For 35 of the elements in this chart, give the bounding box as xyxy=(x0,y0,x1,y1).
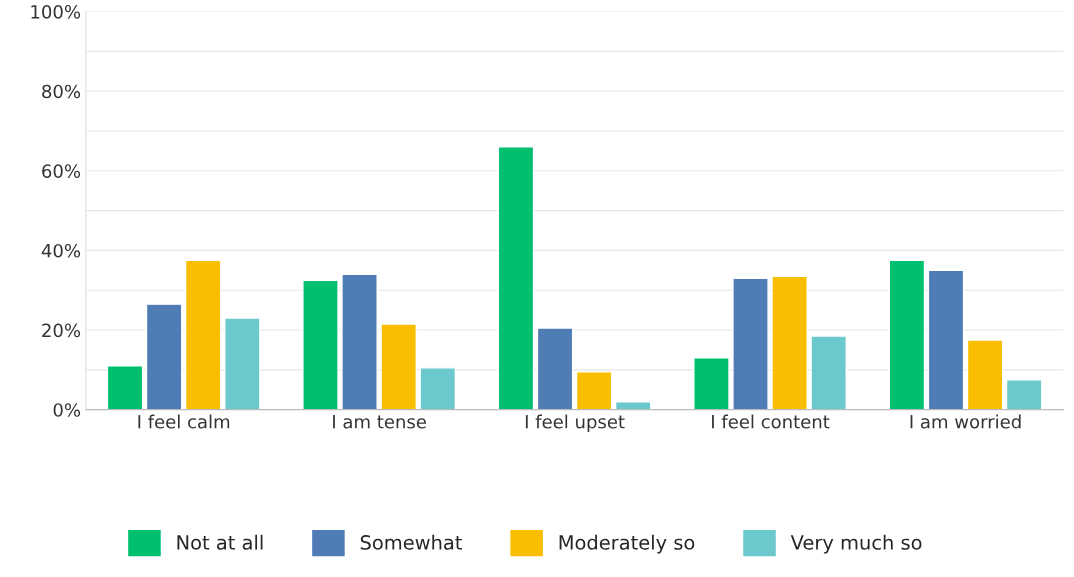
y-tick-label: 20% xyxy=(42,323,81,338)
bar xyxy=(771,275,808,410)
bar xyxy=(966,339,1004,410)
bar xyxy=(927,269,965,410)
bar xyxy=(614,401,652,410)
bar xyxy=(302,279,339,410)
bar xyxy=(888,259,926,410)
y-tick-label: 80% xyxy=(42,84,81,99)
bar xyxy=(1005,379,1043,410)
x-tick-label: I feel calm xyxy=(138,414,230,429)
bar xyxy=(380,323,417,410)
bar xyxy=(497,146,535,410)
bar xyxy=(575,371,613,410)
bar xyxy=(536,327,574,410)
bar xyxy=(693,357,730,410)
legend-label: Very much so xyxy=(790,534,922,554)
bar xyxy=(184,259,222,410)
bar xyxy=(732,277,769,410)
bar xyxy=(106,365,144,410)
legend-label: Moderately so xyxy=(559,534,695,554)
bar xyxy=(810,335,847,410)
x-tick-label: I feel content xyxy=(712,414,830,429)
x-tick-label: I am tense xyxy=(333,415,426,429)
bar xyxy=(419,367,457,410)
y-tick-label: 60% xyxy=(42,164,81,178)
legend-label: Not at all xyxy=(177,534,263,550)
legend-label: Somewhat xyxy=(360,534,462,550)
bar xyxy=(145,303,183,410)
y-tick-label: 0% xyxy=(53,403,81,417)
bar xyxy=(341,273,378,410)
bar xyxy=(224,317,261,410)
y-tick-label: 40% xyxy=(41,243,81,258)
y-tick-label: 100% xyxy=(31,5,81,19)
x-tick-label: I feel upset xyxy=(525,414,625,433)
x-tick-label: I am worried xyxy=(910,414,1021,429)
